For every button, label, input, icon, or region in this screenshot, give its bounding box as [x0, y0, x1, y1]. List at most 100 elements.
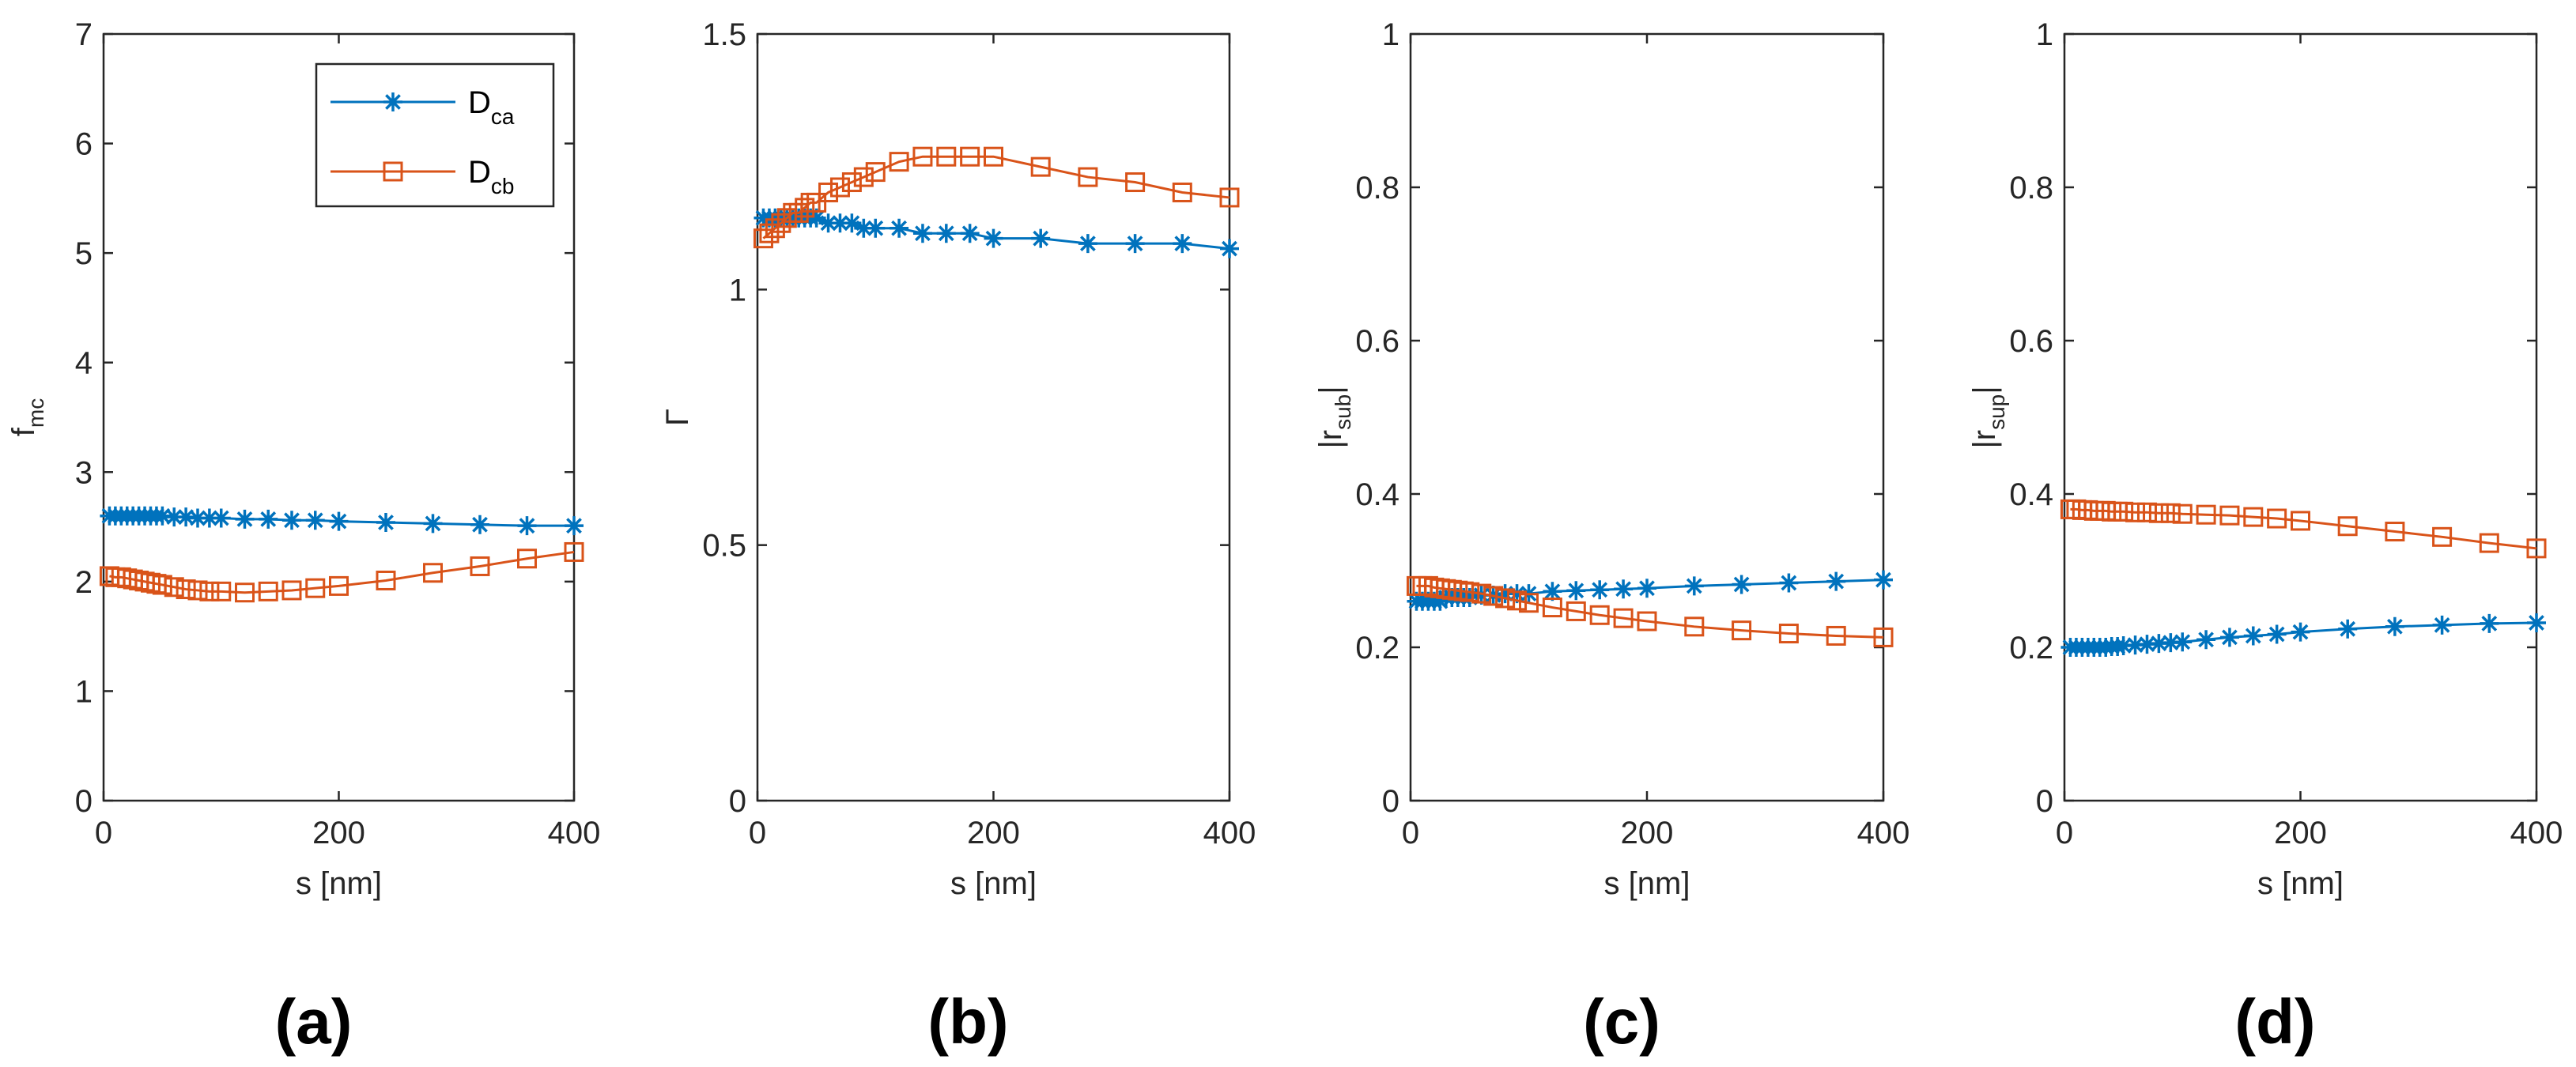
- data-point-star: [854, 218, 874, 238]
- y-tick-label: 0.4: [1355, 477, 1399, 512]
- data-point-star: [423, 514, 443, 534]
- data-point-star: [259, 509, 278, 529]
- data-point-square: [818, 182, 839, 202]
- data-point-star: [2432, 615, 2452, 635]
- y-tick-label: 1: [75, 674, 93, 709]
- data-point-star: [188, 508, 207, 528]
- data-point-square: [2267, 508, 2287, 529]
- data-point-star: [2113, 636, 2133, 656]
- data-point-star: [1637, 579, 1656, 598]
- data-point-star: [1566, 581, 1586, 601]
- data-point-square: [2172, 503, 2193, 524]
- x-tick-label: 200: [312, 816, 365, 850]
- data-point-square: [423, 563, 443, 583]
- data-point-square: [1172, 182, 1192, 202]
- data-point-square: [788, 202, 809, 223]
- data-point-square: [1589, 605, 1610, 625]
- data-point-square: [759, 223, 780, 243]
- data-point-square: [2526, 538, 2547, 559]
- data-point-square: [1732, 620, 1752, 641]
- panel-label: (a): [275, 986, 353, 1057]
- data-point-star: [153, 506, 172, 526]
- data-point-square: [776, 208, 797, 228]
- y-axis-label: fmc: [6, 398, 48, 436]
- data-point-square: [1483, 586, 1504, 606]
- data-point-square: [865, 162, 886, 183]
- data-point-square: [2385, 522, 2405, 542]
- data-point-star: [1031, 228, 1051, 248]
- x-tick-label: 200: [2274, 816, 2327, 850]
- series-d-cb: [2060, 499, 2547, 559]
- data-point-square: [164, 577, 184, 598]
- data-point-star: [2196, 630, 2216, 650]
- data-point-square: [376, 570, 396, 590]
- data-point-star: [2267, 624, 2287, 644]
- data-point-square: [1613, 608, 1634, 628]
- y-tick-label: 6: [75, 127, 93, 162]
- series-line: [2070, 507, 2537, 550]
- data-point-square: [470, 556, 490, 576]
- data-point-square: [199, 581, 220, 601]
- data-point-square: [1637, 611, 1657, 632]
- data-point-square: [753, 228, 773, 249]
- data-point-star: [1543, 582, 1562, 601]
- data-point-square: [960, 146, 980, 167]
- data-point-star: [1826, 571, 1846, 591]
- data-point-square: [1542, 598, 1562, 618]
- data-point-square: [2160, 503, 2181, 523]
- y-tick-label: 0.6: [1355, 324, 1399, 359]
- data-point-star: [936, 224, 956, 243]
- data-point-star: [1590, 580, 1610, 600]
- legend-marker-square: [383, 161, 403, 182]
- data-point-square: [176, 579, 196, 600]
- data-point-star: [176, 507, 196, 527]
- y-tick-label: 0.2: [2009, 631, 2053, 665]
- data-point-square: [912, 146, 933, 167]
- data-point-star: [1471, 586, 1491, 605]
- data-point-star: [1460, 587, 1479, 607]
- data-point-square: [1778, 624, 1799, 644]
- data-point-star: [842, 213, 862, 233]
- legend-box: [315, 62, 555, 208]
- data-point-square: [2479, 533, 2499, 553]
- data-point-star: [2149, 634, 2169, 654]
- series-d-ca: [754, 208, 1239, 258]
- data-point-square: [2337, 516, 2358, 537]
- y-tick-label: 1: [2036, 17, 2053, 52]
- y-tick-label: 1: [1382, 17, 1399, 52]
- data-point-square: [853, 167, 874, 187]
- data-point-square: [889, 152, 909, 172]
- data-point-star: [1078, 234, 1097, 254]
- data-point-star: [2173, 632, 2193, 652]
- data-point-star: [1779, 573, 1799, 593]
- x-axis-label: s [nm]: [2257, 866, 2344, 901]
- data-point-star: [565, 516, 584, 536]
- data-point-square: [2219, 505, 2240, 526]
- y-tick-label: 0: [2036, 784, 2053, 819]
- data-point-square: [771, 213, 791, 233]
- data-point-star: [1430, 591, 1450, 611]
- data-point-square: [1495, 588, 1516, 609]
- data-point-square: [564, 541, 584, 562]
- data-point-star: [2480, 613, 2499, 633]
- data-point-square: [829, 177, 850, 198]
- data-point-square: [984, 146, 1003, 167]
- data-point-square: [258, 581, 278, 601]
- plot-frame: [1409, 32, 1885, 802]
- y-tick-label: 3: [75, 455, 93, 490]
- data-point-star: [2161, 633, 2181, 653]
- data-point-star: [1220, 239, 1239, 258]
- data-point-square: [806, 192, 827, 213]
- series-line: [762, 155, 1230, 239]
- y-tick-label: 0.2: [1355, 631, 1399, 665]
- data-point-star: [912, 224, 932, 243]
- data-point-star: [984, 228, 1003, 248]
- data-point-square: [1684, 616, 1705, 637]
- y-tick-label: 0: [729, 784, 746, 819]
- data-point-star: [211, 508, 231, 528]
- data-point-square: [517, 549, 537, 569]
- data-point-square: [152, 575, 172, 595]
- data-point-star: [2125, 635, 2145, 655]
- x-tick-label: 400: [1203, 816, 1256, 850]
- chart-panel-3: 0 0.2 0.4 0.6 0.8 1 0 200 400 s [nm] |rsub| (c): [1313, 17, 1909, 1057]
